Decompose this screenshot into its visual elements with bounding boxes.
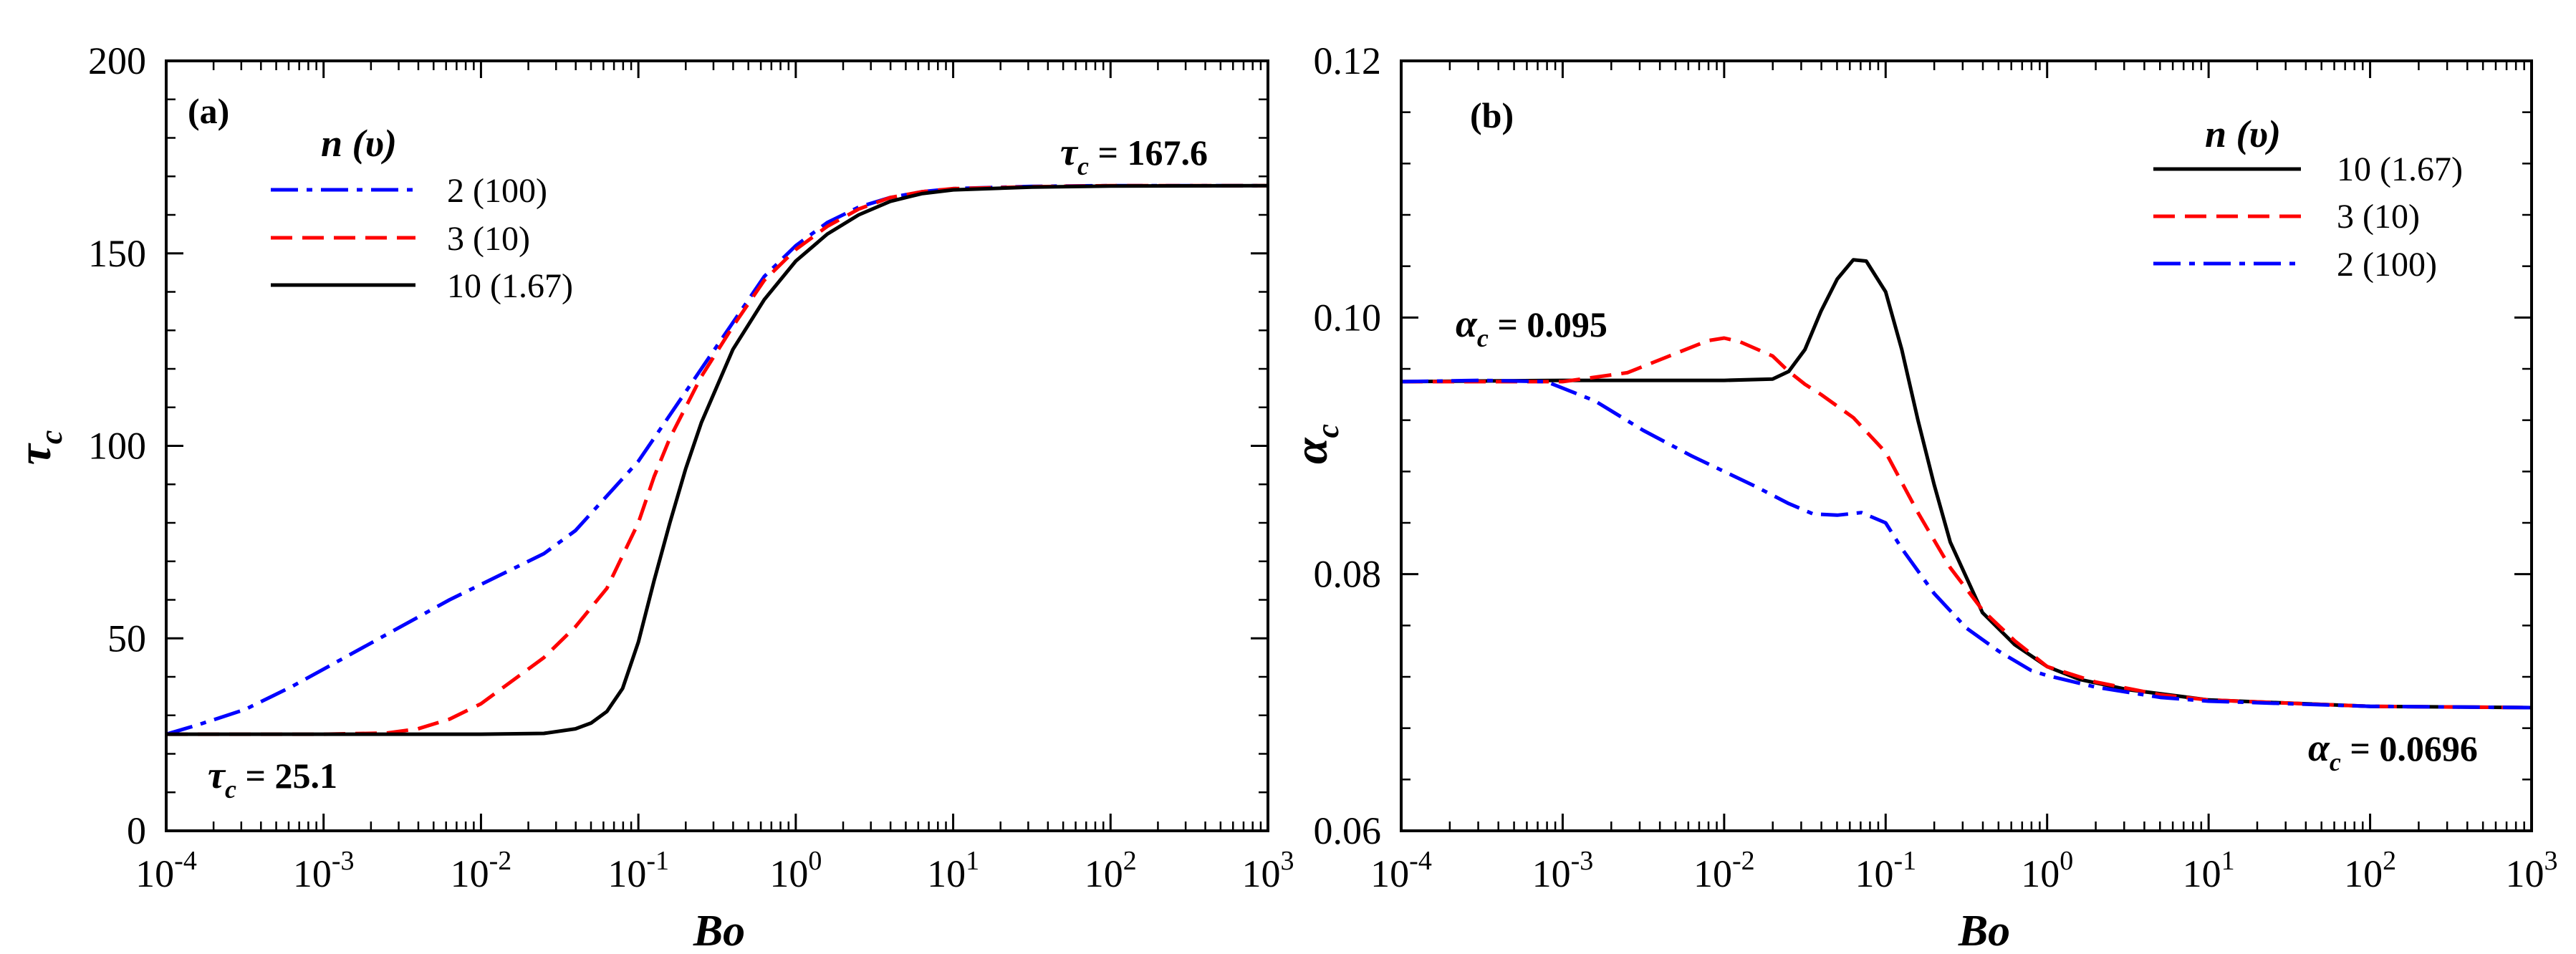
panel-b-legend-entry-1: 10 (1.67) — [2337, 150, 2463, 188]
x-tick-label: 101 — [927, 846, 979, 895]
panel-a-legend: n (υ) 2 (100) 3 (10) 10 (1.67) — [271, 122, 573, 305]
y-tick-label: 100 — [88, 425, 146, 468]
panel-b-x-axis-title: Bo — [1958, 907, 2010, 954]
panel-b-series-line-2 — [1401, 336, 2532, 710]
panel-b-legend-entry-3: 2 (100) — [2337, 246, 2437, 284]
panel-a-legend-entry-3: 10 (1.67) — [447, 267, 573, 305]
y-tick-label: 0.06 — [1314, 809, 1382, 852]
panel-b-annotation-right: αc = 0.0696 — [2308, 726, 2478, 776]
panel-a-annotation-upper: τc = 167.6 — [1060, 130, 1208, 180]
y-tick-label: 0.08 — [1314, 553, 1382, 596]
x-tick-label: 10-4 — [135, 846, 197, 895]
panel-a-annotation-lower: τc = 25.1 — [208, 753, 337, 804]
x-tick-label: 103 — [1242, 846, 1294, 895]
panel-a-ticks — [165, 59, 1269, 832]
x-tick-label: 10-1 — [607, 846, 669, 895]
panel-b-legend-title: n (υ) — [2205, 112, 2281, 155]
panel-b-legend: n (υ) 10 (1.67) 3 (10) 2 (100) — [2153, 112, 2463, 284]
y-tick-label: 0.10 — [1314, 296, 1382, 339]
x-tick-label: 10-2 — [1693, 846, 1755, 895]
x-tick-label: 10-2 — [451, 846, 512, 895]
panel-a-legend-entry-1: 2 (100) — [447, 172, 547, 210]
y-tick-label: 0 — [127, 809, 146, 852]
x-tick-label: 10-1 — [1855, 846, 1916, 895]
x-tick-label: 10-3 — [293, 846, 355, 895]
x-tick-label: 102 — [1085, 846, 1137, 895]
panel-a-tick-labels: 10-4 10-3 10-2 10-1 100 101 102 103 0 50 100 150 200 — [88, 39, 1294, 895]
x-tick-label: 102 — [2344, 846, 2396, 895]
panel-b-tick-labels: 10-4 10-3 10-2 10-1 100 101 102 103 0.06 0.08 0.10… — [1314, 39, 2558, 895]
panel-b-y-axis-title: αc — [1285, 424, 1345, 464]
panel-b-series-line-3 — [1400, 378, 2532, 710]
panel-a-series-line-3 — [166, 183, 1269, 736]
x-tick-label: 100 — [2021, 846, 2073, 895]
panel-b-label: (b) — [1470, 95, 1514, 135]
panel-b-legend-entry-2: 3 (10) — [2337, 198, 2420, 236]
y-tick-label: 50 — [107, 617, 146, 660]
panel-b-frame — [1400, 59, 2533, 832]
x-tick-label: 10-4 — [1370, 846, 1432, 895]
panel-a-x-axis-title: Bo — [693, 907, 745, 954]
panel-a-legend-title: n (υ) — [321, 122, 397, 165]
panel-a-frame — [165, 59, 1269, 832]
panel-b-series — [1400, 258, 2532, 710]
panel-a-tau-c: 10-4 10-3 10-2 10-1 100 101 102 103 0 50 100 150 200… — [9, 39, 1294, 954]
y-tick-label: 0.12 — [1314, 39, 1382, 82]
panel-b-annotation-left: αc = 0.095 — [1456, 302, 1607, 352]
x-tick-label: 101 — [2183, 846, 2235, 895]
x-tick-label: 100 — [769, 846, 822, 895]
y-tick-label: 150 — [88, 232, 146, 275]
panel-b-alpha-c: 10-4 10-3 10-2 10-1 100 101 102 103 0.06 0.08 0.10… — [1285, 39, 2558, 954]
panel-a-legend-entry-2: 3 (10) — [447, 220, 530, 258]
panel-a-series — [165, 183, 1269, 736]
y-tick-label: 200 — [88, 39, 146, 82]
panel-a-y-axis-title: τc — [9, 430, 69, 466]
panel-a-series-line-2 — [166, 183, 1268, 736]
panel-a-label: (a) — [188, 91, 229, 131]
x-tick-label: 10-3 — [1532, 846, 1594, 895]
x-tick-label: 103 — [2506, 846, 2558, 895]
